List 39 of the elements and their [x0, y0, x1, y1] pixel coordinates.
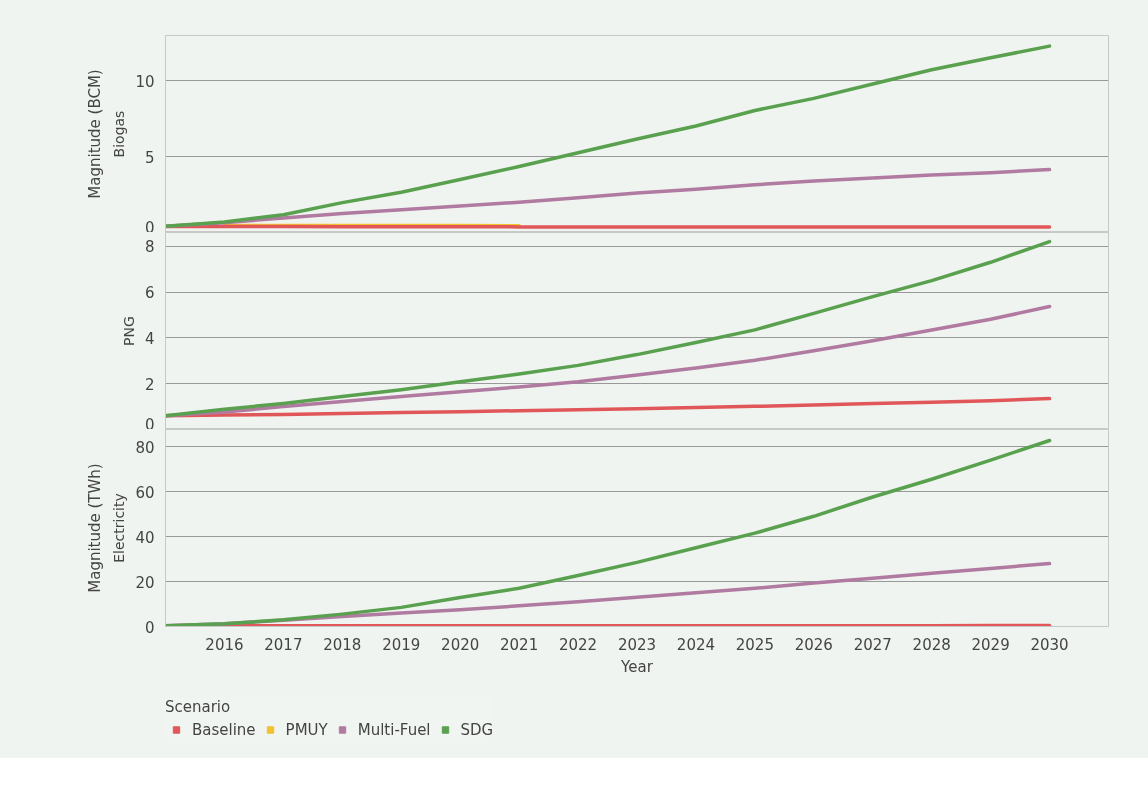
x-tick-label: 2016 — [205, 635, 244, 654]
x-tick-label: 2030 — [1030, 635, 1069, 654]
y-axis-title: PNG — [120, 316, 137, 346]
legend-label: PMUY — [285, 720, 328, 739]
x-tick-label: 2026 — [794, 635, 833, 654]
x-tick-label: 2022 — [558, 635, 598, 654]
x-tick-label: 2018 — [323, 635, 362, 654]
y-tick-label: 10 — [135, 72, 155, 91]
legend-label: SDG — [460, 720, 494, 739]
y-tick-label: 4 — [144, 329, 155, 348]
text: Magnitude (BCM) — [85, 69, 104, 199]
x-tick-label: 2023 — [617, 635, 657, 654]
legend-title: Scenario — [165, 697, 232, 716]
y-tick-label: 2 — [144, 375, 155, 394]
y-tick-label: 40 — [135, 528, 155, 547]
y-tick-label: 0 — [144, 415, 155, 434]
x-tick-label: 2021 — [500, 635, 539, 654]
text: Magnitude (TWh) — [85, 463, 104, 593]
y-tick-label: 5 — [144, 148, 155, 167]
x-axis-title: Year — [620, 657, 654, 676]
x-tick-label: 2025 — [735, 635, 774, 654]
y-tick-label: 8 — [144, 238, 155, 257]
y-axis-title: Electricity — [111, 493, 128, 563]
y-axis-title: Biogas — [111, 110, 128, 158]
y-tick-label: 0 — [144, 618, 155, 637]
x-tick-label: 2024 — [676, 635, 716, 654]
y-tick-label: 6 — [144, 284, 155, 303]
legend-label: Baseline — [192, 720, 256, 739]
legend-label: Multi-Fuel — [357, 720, 431, 739]
x-tick-label: 2028 — [912, 635, 951, 654]
x-tick-label: 2019 — [382, 635, 421, 654]
y-tick-label: 60 — [135, 483, 155, 502]
x-tick-label: 2029 — [971, 635, 1010, 654]
x-tick-label: 2020 — [441, 635, 480, 654]
y-tick-label: 0 — [144, 218, 155, 237]
x-tick-label: 2017 — [264, 635, 303, 654]
x-tick-label: 2027 — [853, 635, 892, 654]
y-tick-label: 20 — [135, 573, 155, 592]
y-tick-label: 80 — [135, 438, 155, 457]
